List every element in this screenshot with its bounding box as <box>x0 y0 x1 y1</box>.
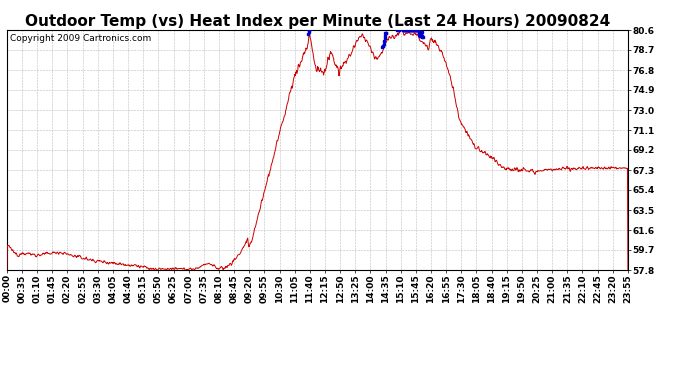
Title: Outdoor Temp (vs) Heat Index per Minute (Last 24 Hours) 20090824: Outdoor Temp (vs) Heat Index per Minute … <box>25 14 610 29</box>
Text: Copyright 2009 Cartronics.com: Copyright 2009 Cartronics.com <box>10 34 151 43</box>
